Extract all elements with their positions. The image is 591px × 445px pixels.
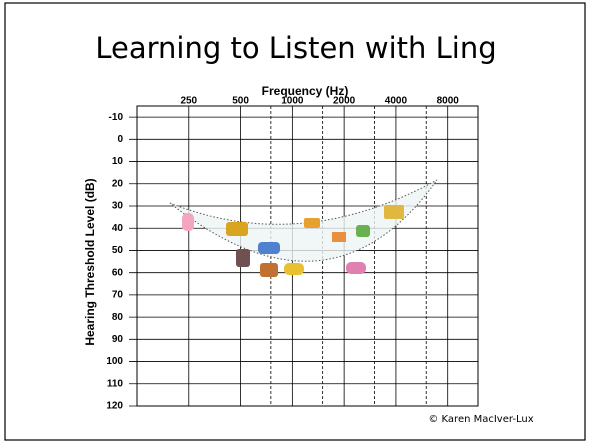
y-tick-label: 70 — [112, 290, 124, 301]
icon-cow — [236, 249, 250, 267]
x-tick-label: 8000 — [437, 96, 460, 107]
icon-pig — [346, 262, 366, 274]
credit: © Karen MacIver-Lux — [428, 414, 533, 425]
y-tick-label: 80 — [112, 312, 124, 323]
y-tick-label: 120 — [106, 401, 123, 412]
y-tick-label: 100 — [106, 356, 123, 367]
y-tick-label: 0 — [117, 134, 123, 145]
y-tick-label: 30 — [112, 201, 124, 212]
slide-title: Learning to Listen with Ling — [95, 31, 496, 65]
icon-icecream — [182, 213, 194, 231]
y-tick-label: 50 — [112, 245, 124, 256]
y-tick-label: 40 — [112, 223, 124, 234]
x-tick-label: 2000 — [333, 96, 356, 107]
y-axis-label: Hearing Threshold Level (dB) — [83, 178, 97, 345]
icon-boat — [332, 232, 346, 242]
icon-duck — [284, 263, 304, 275]
icon-horse — [260, 263, 278, 277]
x-tick-label: 500 — [232, 96, 249, 107]
icon-bus — [226, 222, 248, 236]
icon-cake — [304, 218, 320, 228]
x-tick-label: 250 — [180, 96, 197, 107]
x-tick-label: 1000 — [281, 96, 304, 107]
icon-fish — [258, 242, 280, 254]
y-tick-label: 110 — [107, 378, 124, 389]
icon-plane — [384, 205, 404, 219]
y-tick-label: 60 — [112, 267, 124, 278]
x-tick-label: 4000 — [385, 96, 408, 107]
y-tick-label: 20 — [112, 178, 124, 189]
y-tick-label: 90 — [112, 334, 124, 345]
y-tick-label: -10 — [109, 112, 124, 123]
y-tick-label: 10 — [112, 156, 124, 167]
icon-frog — [356, 225, 370, 237]
slide: Learning to Listen with Ling Frequency (… — [0, 0, 591, 445]
